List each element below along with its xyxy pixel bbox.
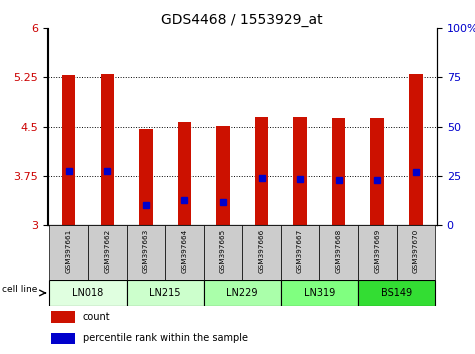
Bar — [51, 332, 75, 344]
Bar — [88, 225, 126, 280]
Bar — [332, 118, 345, 225]
Text: GSM397665: GSM397665 — [220, 229, 226, 273]
Text: LN319: LN319 — [304, 288, 335, 298]
Text: count: count — [83, 312, 110, 322]
Text: GSM397670: GSM397670 — [413, 229, 419, 273]
Bar — [126, 280, 204, 306]
Bar — [204, 280, 281, 306]
Bar — [126, 225, 165, 280]
Bar — [397, 225, 435, 280]
Bar — [358, 280, 435, 306]
Bar — [165, 225, 204, 280]
Text: GSM397668: GSM397668 — [336, 229, 342, 273]
Text: LN215: LN215 — [149, 288, 181, 298]
Bar — [358, 225, 397, 280]
Text: LN018: LN018 — [72, 288, 104, 298]
Bar — [370, 118, 384, 225]
Bar — [216, 126, 230, 225]
Bar — [281, 225, 319, 280]
Bar — [51, 311, 75, 323]
Bar — [101, 74, 114, 225]
Bar — [178, 122, 191, 225]
Bar — [281, 280, 358, 306]
Text: GSM397664: GSM397664 — [181, 229, 188, 273]
Text: BS149: BS149 — [381, 288, 412, 298]
Bar — [49, 225, 88, 280]
Text: cell line: cell line — [2, 285, 38, 294]
Text: GSM397669: GSM397669 — [374, 229, 380, 273]
Text: GSM397662: GSM397662 — [104, 229, 110, 273]
Text: GSM397666: GSM397666 — [258, 229, 265, 273]
Bar — [255, 117, 268, 225]
Bar — [204, 225, 242, 280]
Bar — [294, 117, 307, 225]
Text: GSM397663: GSM397663 — [143, 229, 149, 273]
Text: LN229: LN229 — [227, 288, 258, 298]
Bar — [49, 280, 126, 306]
Text: GSM397667: GSM397667 — [297, 229, 303, 273]
Bar — [139, 129, 152, 225]
Text: GSM397661: GSM397661 — [66, 229, 72, 273]
Bar — [319, 225, 358, 280]
Bar — [242, 225, 281, 280]
Text: percentile rank within the sample: percentile rank within the sample — [83, 333, 247, 343]
Bar — [409, 74, 423, 225]
Bar — [62, 75, 76, 225]
Title: GDS4468 / 1553929_at: GDS4468 / 1553929_at — [162, 13, 323, 27]
